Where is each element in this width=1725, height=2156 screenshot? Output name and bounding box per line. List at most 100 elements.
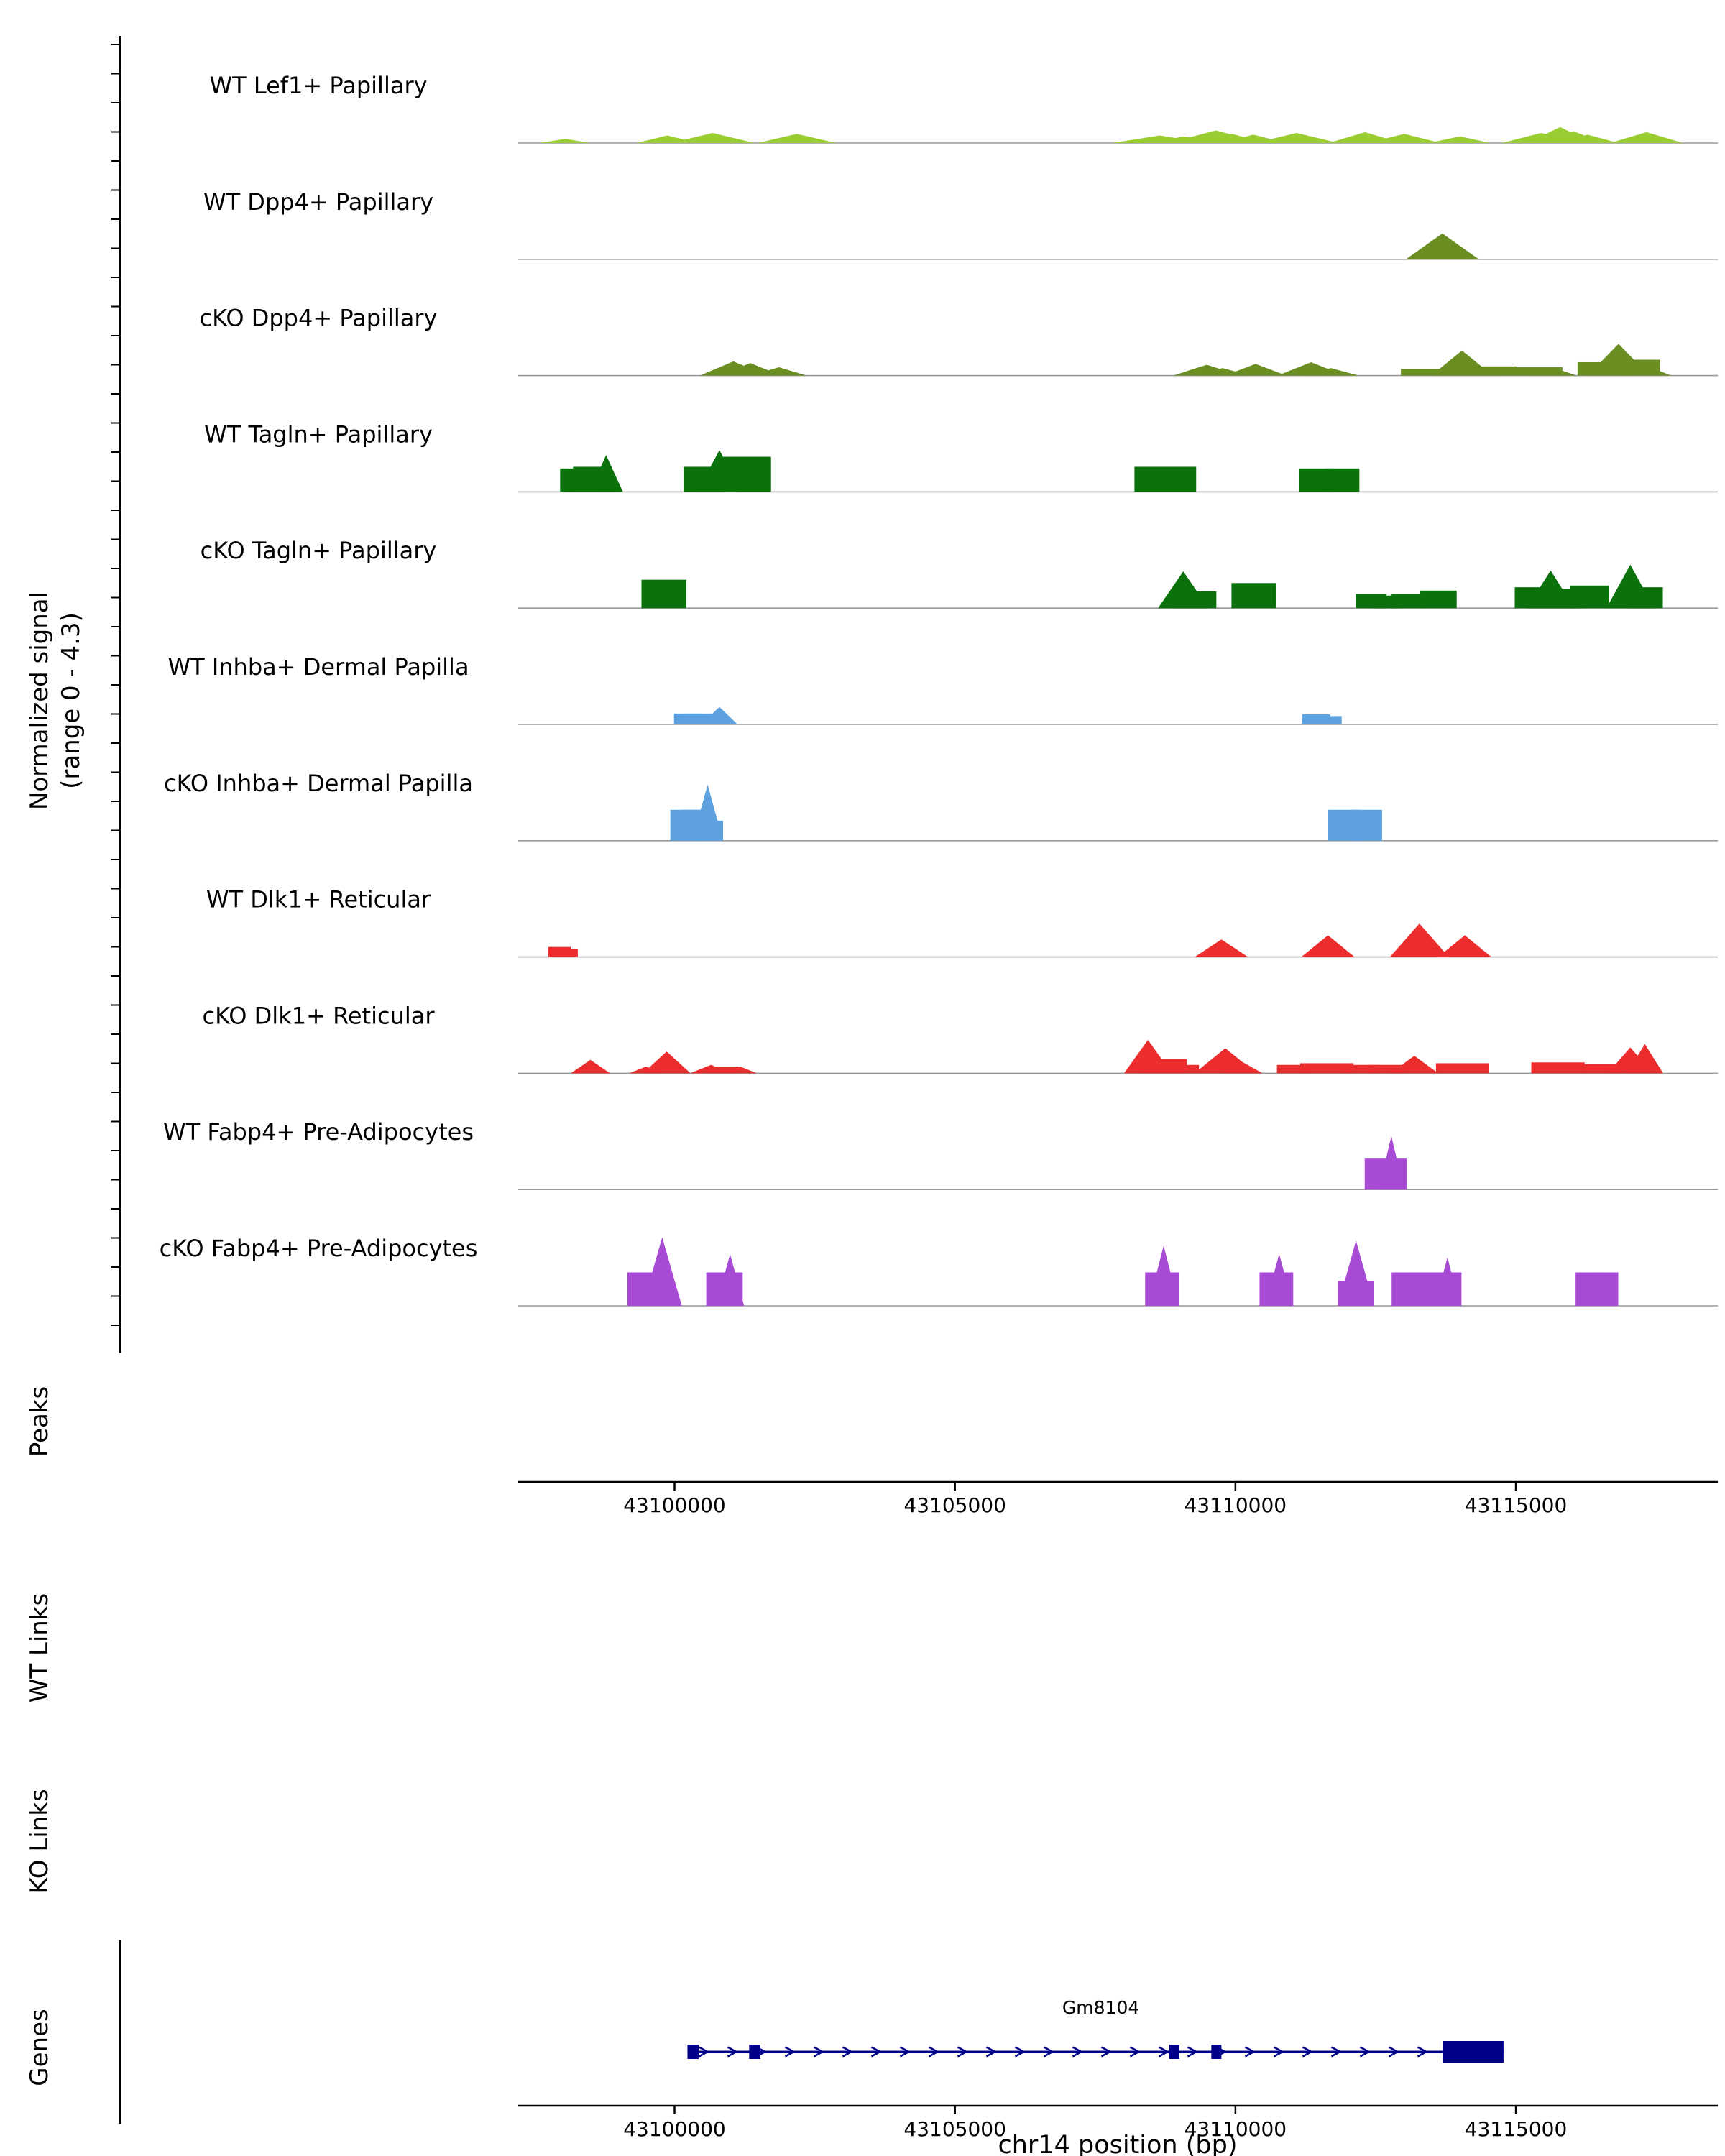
signal-peak xyxy=(750,367,807,376)
signal-peak xyxy=(540,139,591,143)
track-label: WT Fabp4+ Pre-Adipocytes xyxy=(163,1118,474,1146)
x-tick-label: 43105000 xyxy=(903,1493,1006,1517)
signal-peak xyxy=(758,134,837,143)
signal-peak xyxy=(1435,1063,1489,1074)
strand-arrow-icon xyxy=(1359,2046,1371,2058)
signal-peak xyxy=(558,948,578,957)
signal-peak xyxy=(1300,1063,1354,1074)
strand-arrow-icon xyxy=(957,2046,969,2058)
signal-peak xyxy=(1629,587,1663,609)
strand-arrow-icon xyxy=(1417,2046,1429,2058)
signal-peak xyxy=(1512,367,1563,376)
signal-peak xyxy=(716,1253,745,1306)
signal-peak xyxy=(692,784,724,841)
strand-arrow-icon xyxy=(1273,2046,1285,2058)
strand-arrow-icon xyxy=(928,2046,940,2058)
signal-peak xyxy=(1231,583,1276,609)
gene-name-label: Gm8104 xyxy=(1062,1997,1139,2018)
strand-arrow-icon xyxy=(842,2046,854,2058)
signal-track-6: cKO Inhba+ Dermal Papilla xyxy=(164,770,1718,842)
signal-peak xyxy=(1276,1064,1311,1074)
x-tick-label: 43115000 xyxy=(1465,1493,1568,1517)
x-tick-label: 43110000 xyxy=(1184,1493,1287,1517)
x-tick-label: 43115000 xyxy=(1465,2117,1568,2141)
signal-peak xyxy=(1301,935,1355,957)
strand-arrow-icon xyxy=(1100,2046,1113,2058)
signal-peak xyxy=(1429,136,1491,143)
signal-peak xyxy=(1569,585,1609,609)
signal-peak xyxy=(1531,1062,1585,1074)
gene-exon xyxy=(1443,2041,1504,2063)
strand-arrow-icon xyxy=(727,2046,739,2058)
strand-arrow-icon xyxy=(985,2046,998,2058)
signal-track-9: WT Fabp4+ Pre-Adipocytes xyxy=(163,1118,1718,1190)
signal-peak xyxy=(1338,1240,1375,1306)
x-tick-label: 43100000 xyxy=(623,1493,726,1517)
strand-arrow-icon xyxy=(1330,2046,1343,2058)
genes-axis: 43100000 43105000 43110000 43115000 xyxy=(518,2104,1718,2141)
signal-peak xyxy=(1134,466,1197,492)
signal-track-5: WT Inhba+ Dermal Papilla xyxy=(167,653,1718,725)
strand-arrow-icon xyxy=(698,2046,710,2058)
x-tick-label: 43105000 xyxy=(903,2117,1006,2141)
signal-peak xyxy=(1165,1064,1200,1074)
signal-peak xyxy=(1557,134,1619,143)
signal-peak xyxy=(723,1067,758,1074)
strand-arrow-icon xyxy=(1388,2046,1400,2058)
signal-track-1: WT Dpp4+ Papillary xyxy=(203,188,1718,260)
gene-exon xyxy=(1211,2045,1222,2059)
strand-arrow-icon xyxy=(870,2046,883,2058)
signal-peak xyxy=(1368,1064,1405,1074)
signal-peak xyxy=(1420,590,1457,609)
gene-model: Gm8104 xyxy=(687,1997,1504,2063)
track-label: cKO Dlk1+ Reticular xyxy=(202,1002,435,1029)
signal-peak xyxy=(1379,1135,1404,1190)
signal-peak xyxy=(702,137,753,143)
signal-peak xyxy=(643,1237,682,1306)
signal-peak xyxy=(1587,1272,1619,1306)
signal-peak xyxy=(1406,233,1479,259)
signal-peak xyxy=(1368,134,1441,143)
signal-peak xyxy=(643,1051,691,1074)
signal-peak xyxy=(1325,468,1360,492)
signal-track-4: cKO Tagln+ Papillary xyxy=(201,537,1718,609)
strand-arrow-icon xyxy=(899,2046,911,2058)
signal-peak xyxy=(1390,1055,1438,1074)
strand-arrow-icon xyxy=(1187,2046,1199,2058)
strand-arrow-icon xyxy=(784,2046,796,2058)
signal-track-10: cKO Fabp4+ Pre-Adipocytes xyxy=(160,1235,1718,1307)
signal-peak xyxy=(1265,1253,1294,1306)
signal-peak xyxy=(1466,366,1517,376)
signal-peak xyxy=(1316,716,1342,724)
signal-track-2: cKO Dpp4+ Papillary xyxy=(200,305,1718,377)
signal-peak xyxy=(1526,367,1578,376)
x-tick-label: 43100000 xyxy=(623,2117,726,2141)
gene-exon xyxy=(749,2045,760,2059)
strand-arrow-icon xyxy=(1043,2046,1055,2058)
signal-peak xyxy=(704,1067,739,1074)
gene-exon xyxy=(1169,2045,1179,2059)
strand-arrow-icon xyxy=(1014,2046,1026,2058)
gene-exon xyxy=(687,2045,699,2059)
signal-track-8: cKO Dlk1+ Reticular xyxy=(202,1002,1718,1074)
signal-track-0: WT Lef1+ Papillary xyxy=(209,72,1718,144)
signal-peak xyxy=(571,1059,610,1074)
signal-peak xyxy=(1171,591,1217,609)
signal-peak xyxy=(1610,132,1683,143)
signal-track-3: WT Tagln+ Papillary xyxy=(204,420,1718,493)
signal-peak xyxy=(1148,1245,1179,1306)
strand-arrow-icon xyxy=(1158,2046,1170,2058)
signal-peak xyxy=(1627,1044,1663,1074)
signal-peak xyxy=(1351,809,1382,841)
signal-peak xyxy=(1225,364,1287,376)
signal-peak xyxy=(1302,368,1359,376)
signal-peak xyxy=(1620,365,1672,376)
track-label: cKO Inhba+ Dermal Papilla xyxy=(164,770,473,797)
signal-peak xyxy=(1195,939,1248,957)
signal-peak xyxy=(720,456,771,492)
signal-peak xyxy=(701,706,738,724)
signal-peak xyxy=(1392,594,1423,609)
track-label: WT Dpp4+ Papillary xyxy=(203,188,433,216)
